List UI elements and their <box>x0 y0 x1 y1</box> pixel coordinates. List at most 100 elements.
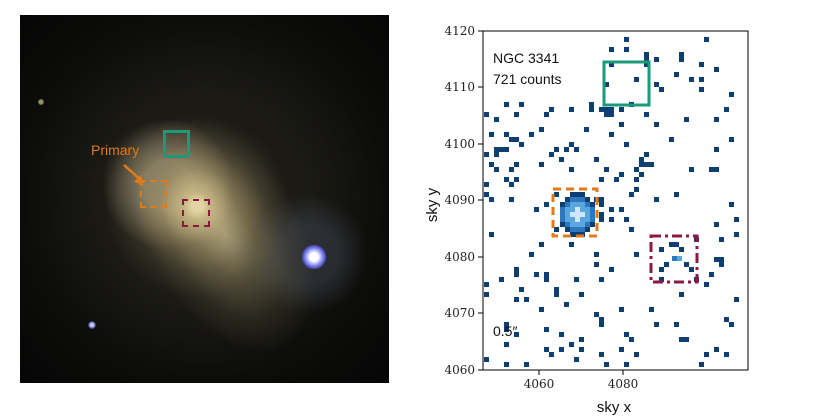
count-pixel <box>629 192 634 197</box>
count-pixel <box>549 352 554 357</box>
companion-star <box>302 245 326 269</box>
count-pixel <box>679 247 684 252</box>
count-pixel <box>509 197 514 202</box>
count-pixel <box>519 287 524 292</box>
count-pixel <box>489 162 494 167</box>
count-pixel <box>604 112 609 117</box>
count-pixel <box>644 112 649 117</box>
count-pixel <box>654 197 659 202</box>
count-pixel <box>484 152 489 157</box>
count-pixel <box>644 152 649 157</box>
count-pixel <box>534 272 539 277</box>
count-pixel <box>590 207 595 212</box>
count-pixel <box>599 217 604 222</box>
count-pixel <box>729 137 734 142</box>
count-pixel <box>544 202 549 207</box>
count-pixel <box>509 167 514 172</box>
count-pixel <box>699 77 704 82</box>
green-region-box-optical <box>163 130 190 158</box>
count-pixel <box>484 182 489 187</box>
count-pixel <box>575 192 580 197</box>
count-pixel <box>644 162 649 167</box>
count-pixel <box>589 107 594 112</box>
count-pixel <box>529 252 534 257</box>
count-pixel <box>604 107 609 112</box>
count-pixel <box>489 232 494 237</box>
count-pixel <box>614 177 619 182</box>
count-pixel <box>594 252 599 257</box>
count-pixel <box>689 267 694 272</box>
count-pixel <box>714 257 719 262</box>
count-pixel <box>634 187 639 192</box>
count-pixel <box>580 212 585 217</box>
orange-primary-region-box-optical <box>140 180 167 208</box>
count-pixel <box>514 112 519 117</box>
count-pixel <box>565 202 570 207</box>
count-pixel <box>560 207 565 212</box>
count-pixel <box>619 172 624 177</box>
count-pixel <box>729 202 734 207</box>
count-pixel <box>484 112 489 117</box>
count-pixel <box>699 362 704 367</box>
count-pixel <box>659 247 664 252</box>
count-pixel <box>599 317 604 322</box>
count-pixel <box>580 227 585 232</box>
count-pixel <box>714 67 719 72</box>
x-axis-label: sky x <box>597 399 632 416</box>
count-pixel <box>659 277 664 282</box>
count-pixel <box>569 242 574 247</box>
count-pixel <box>609 62 614 67</box>
count-pixel <box>634 77 639 82</box>
count-pixel <box>672 256 677 261</box>
count-pixel <box>559 157 564 162</box>
count-pixel <box>560 222 565 227</box>
count-pixel <box>649 162 654 167</box>
count-pixel <box>575 217 580 222</box>
count-pixel <box>609 267 614 272</box>
count-pixel <box>699 87 704 92</box>
maroon-region-box-optical <box>182 199 210 227</box>
count-pixel <box>544 347 549 352</box>
y-tick-label: 4120 <box>444 24 475 38</box>
count-pixel <box>554 147 559 152</box>
count-pixel <box>674 192 679 197</box>
count-pixel <box>504 322 509 327</box>
y-axis-label: sky y <box>424 187 441 222</box>
count-pixel <box>590 217 595 222</box>
count-pixel <box>679 292 684 297</box>
count-pixel <box>579 337 584 342</box>
count-pixel <box>604 167 609 172</box>
count-pixel <box>639 157 644 162</box>
count-pixel <box>654 57 659 62</box>
y-tick-label: 4070 <box>444 306 475 320</box>
count-pixel <box>684 262 689 267</box>
count-pixel <box>569 107 574 112</box>
count-pixel <box>570 192 575 197</box>
count-pixel <box>539 162 544 167</box>
count-pixel <box>539 307 544 312</box>
count-pixel <box>494 117 499 122</box>
count-pixel <box>575 197 580 202</box>
count-pixel <box>484 357 489 362</box>
count-pixel <box>684 117 689 122</box>
count-pixel <box>609 132 614 137</box>
count-pixel <box>514 272 519 277</box>
count-pixel <box>724 107 729 112</box>
count-pixel <box>679 52 684 57</box>
count-pixel <box>570 217 575 222</box>
count-pixel <box>729 322 734 327</box>
count-pixel <box>644 62 649 67</box>
count-pixel <box>654 122 659 127</box>
count-pixel <box>624 362 629 367</box>
count-pixel <box>734 217 739 222</box>
count-pixel <box>659 267 664 272</box>
count-pixel <box>544 112 549 117</box>
count-pixel <box>585 207 590 212</box>
count-pixel <box>599 322 604 327</box>
count-pixel <box>585 202 590 207</box>
count-pixel <box>634 177 639 182</box>
count-pixel <box>669 242 674 247</box>
count-pixel <box>624 142 629 147</box>
count-pixel <box>570 207 575 212</box>
